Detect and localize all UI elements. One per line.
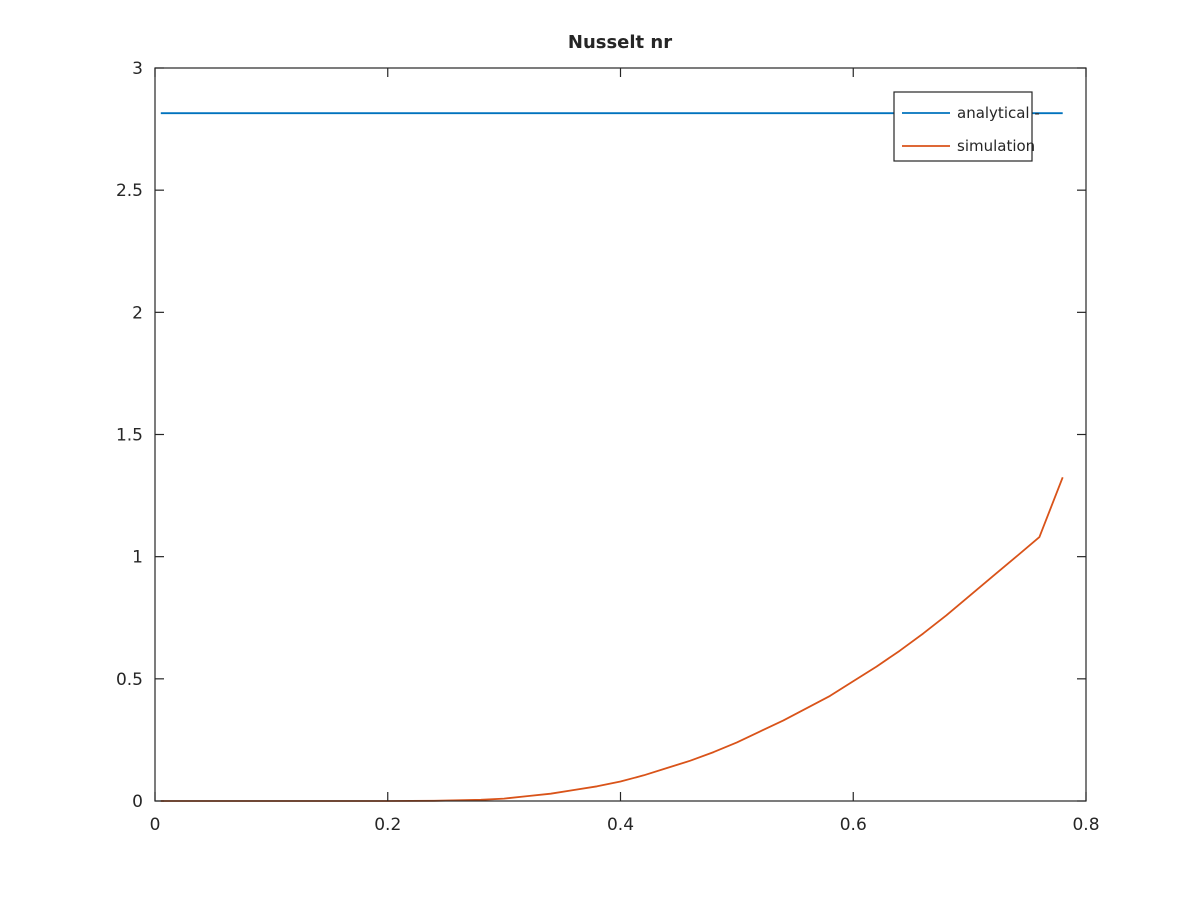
plot-area: 0 0.2 0.4 0.6 0.8 0 0.5 1 1.5 2 2.5 3 bbox=[116, 59, 1100, 835]
y-tick-label: 0.5 bbox=[116, 670, 143, 690]
x-tick-label: 0.6 bbox=[840, 815, 867, 835]
legend-box bbox=[893, 91, 1033, 162]
y-tick-label: 2.5 bbox=[116, 181, 143, 201]
y-tick-label: 3 bbox=[132, 59, 143, 79]
x-tick-label: 0 bbox=[150, 815, 161, 835]
y-tick-label: 0 bbox=[132, 792, 143, 812]
y-tick-label: 1.5 bbox=[116, 426, 143, 446]
tick-layer: 0 0.2 0.4 0.6 0.8 0 0.5 1 1.5 2 2.5 3 bbox=[116, 59, 1100, 835]
y-tick-label: 1 bbox=[132, 548, 143, 568]
legend-label-1: simulation bbox=[957, 137, 1035, 155]
x-tick-label: 0.4 bbox=[607, 815, 634, 835]
legend-label-0: analytical - bbox=[957, 104, 1040, 122]
x-tick-label: 0.2 bbox=[374, 815, 401, 835]
legend-entries: analytical - simulation bbox=[902, 104, 1040, 155]
x-tick-label: 0.8 bbox=[1072, 815, 1099, 835]
axes-background bbox=[155, 68, 1086, 801]
y-tick-label: 2 bbox=[132, 303, 143, 323]
series-line-1 bbox=[160, 476, 1064, 802]
legend: analytical - simulation bbox=[893, 91, 1040, 162]
chart-title: Nusselt nr bbox=[568, 32, 672, 53]
